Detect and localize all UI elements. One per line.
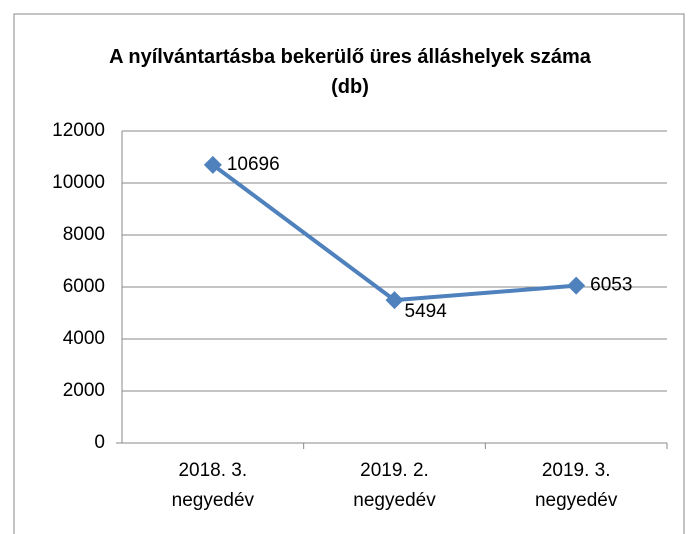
x-tick-label: 2019. 3. negyedév bbox=[534, 460, 618, 511]
marker bbox=[203, 155, 222, 174]
y-tick-label: 6000 bbox=[63, 276, 105, 297]
y-tick-label: 12000 bbox=[52, 120, 105, 141]
data-label: 10696 bbox=[227, 154, 280, 175]
data-label: 5494 bbox=[405, 301, 448, 322]
chart-border bbox=[13, 13, 685, 534]
marker bbox=[385, 291, 404, 310]
x-tick-label: 2019. 2. negyedév bbox=[353, 460, 436, 511]
line bbox=[211, 163, 577, 303]
chart-title: A nyílvántartásba bekerülő üres álláshel… bbox=[109, 46, 591, 98]
y-tick-label: 10000 bbox=[52, 172, 105, 193]
x-tick-label: 2018. 3. negyedév bbox=[171, 460, 255, 511]
y-tick-label: 4000 bbox=[63, 328, 105, 349]
y-tick-label: 0 bbox=[94, 432, 105, 453]
y-tick-label: 2000 bbox=[63, 380, 105, 401]
y-tick-label: 8000 bbox=[63, 224, 105, 245]
marker bbox=[567, 276, 586, 295]
data-label: 6053 bbox=[590, 275, 632, 296]
